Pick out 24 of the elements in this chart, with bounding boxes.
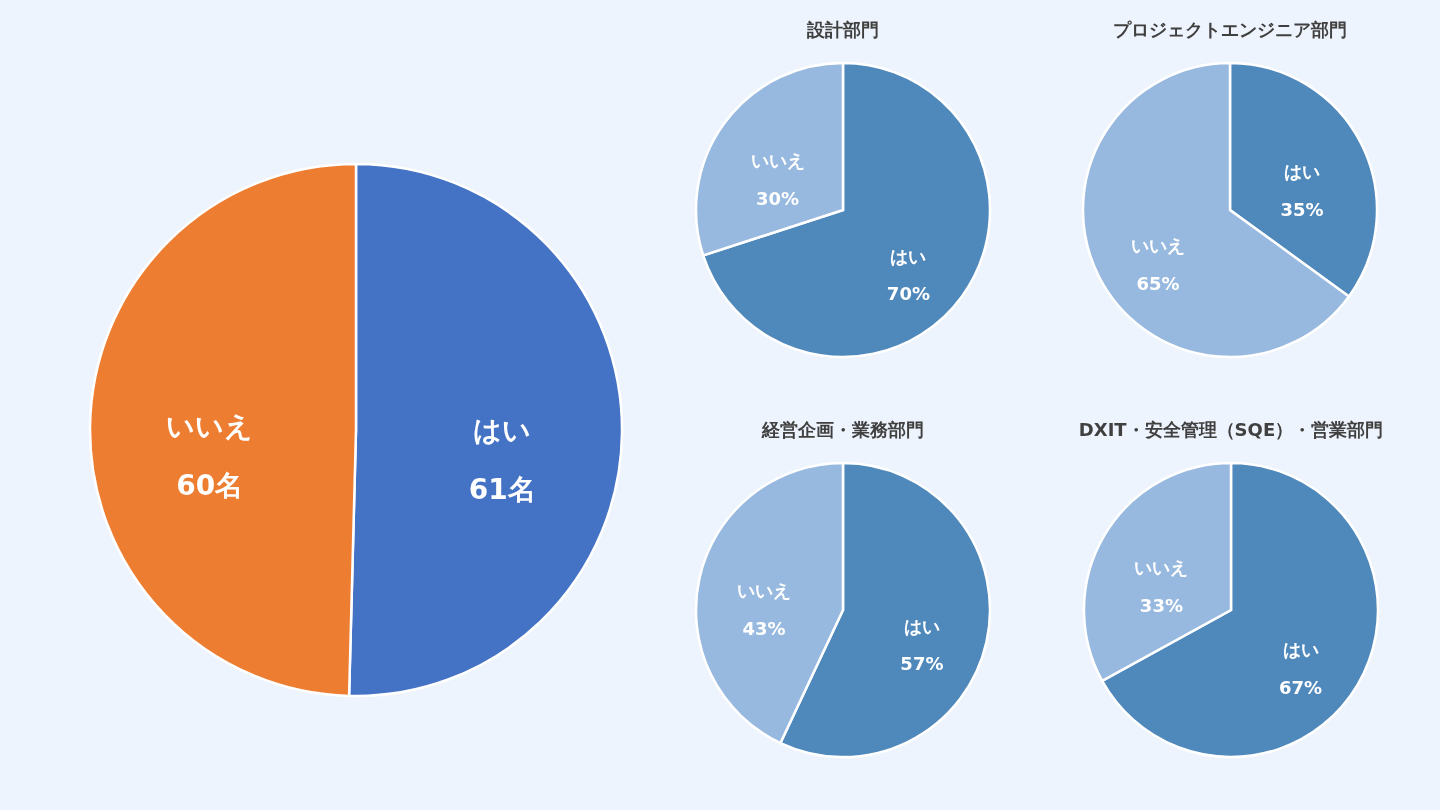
slice-label: いいえ	[166, 410, 254, 444]
slice-label: いいえ	[1134, 556, 1189, 578]
data-label: 43%	[742, 618, 786, 640]
data-label: 67%	[1279, 676, 1323, 698]
chart-title: 経営企画・業務部門	[761, 419, 924, 440]
data-label: 35%	[1280, 199, 1324, 221]
slice-label: はい	[890, 245, 927, 267]
slice-label: はい	[1284, 161, 1321, 183]
slice-label: いいえ	[750, 150, 805, 172]
data-label: 60名	[176, 468, 244, 502]
chart-title: DXIT・安全管理（SQE）・営業部門	[1078, 419, 1384, 440]
data-label: 61名	[468, 472, 536, 506]
slice-label: はい	[473, 413, 532, 447]
chart-title: プロジェクトエンジニア部門	[1113, 19, 1347, 40]
slice-label: はい	[1282, 639, 1319, 661]
data-label: 30%	[756, 188, 800, 210]
data-label: 65%	[1136, 272, 1180, 294]
slice-label: はい	[903, 615, 940, 637]
data-label: 33%	[1139, 594, 1183, 616]
slice-label: いいえ	[1130, 234, 1185, 256]
slice-label: いいえ	[737, 580, 792, 602]
chart-title: 設計部門	[806, 19, 879, 40]
data-label: 57%	[900, 653, 944, 675]
data-label: 70%	[886, 283, 930, 305]
